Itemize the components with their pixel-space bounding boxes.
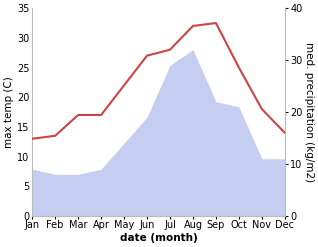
X-axis label: date (month): date (month) [120,233,197,243]
Y-axis label: max temp (C): max temp (C) [4,76,14,148]
Y-axis label: med. precipitation (kg/m2): med. precipitation (kg/m2) [304,42,314,182]
